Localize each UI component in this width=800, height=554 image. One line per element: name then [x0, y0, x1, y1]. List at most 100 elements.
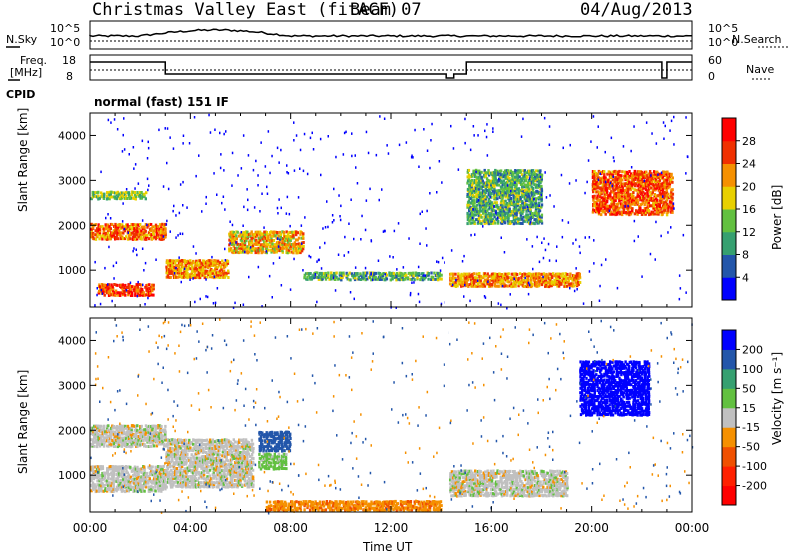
colorbar-tick-label: 4 [742, 271, 749, 284]
echo-cell [364, 278, 367, 282]
noise-cell [249, 246, 252, 249]
echo-cell [136, 226, 139, 230]
echo-cell [201, 263, 204, 267]
noise-cell [309, 136, 312, 140]
echo-cell [665, 206, 669, 210]
echo-cell [160, 425, 163, 428]
echo-cell [615, 202, 618, 206]
noise-cell [587, 159, 590, 162]
echo-cell [112, 481, 115, 485]
echo-cell [614, 172, 617, 176]
echo-cell [159, 229, 163, 233]
echo-cell [91, 193, 95, 197]
echo-cell [518, 272, 522, 276]
echo-cell [473, 191, 477, 194]
noise-cell [136, 294, 139, 298]
echo-cell [91, 231, 95, 235]
echo-cell [134, 229, 137, 233]
echo-cell [643, 186, 646, 190]
echo-cell [592, 198, 595, 202]
echo-cell [466, 276, 469, 280]
echo-cell [256, 240, 259, 244]
echo-cell [228, 232, 231, 236]
echo-cell [497, 211, 500, 215]
echo-cell [103, 283, 106, 287]
echo-cell [115, 477, 118, 481]
echo-cell [635, 172, 638, 176]
echo-cell [115, 440, 118, 444]
echo-cell [627, 209, 630, 213]
echo-cell [124, 191, 128, 194]
echo-cell [111, 293, 115, 297]
echo-cell [490, 201, 493, 205]
echo-cell [176, 275, 179, 279]
echo-cell [520, 276, 523, 280]
echo-cell [517, 191, 521, 195]
echo-cell [520, 280, 523, 284]
echo-cell [494, 205, 497, 209]
echo-cell [511, 179, 514, 183]
echo-cell [619, 178, 622, 181]
echo-cell [97, 223, 100, 227]
echo-cell [508, 179, 511, 183]
echo-cell [93, 424, 96, 428]
echo-cell [557, 274, 560, 278]
echo-cell [140, 434, 143, 438]
echo-cell [131, 480, 135, 483]
echo-cell [121, 465, 124, 468]
echo-cell [141, 195, 145, 199]
noise-cell [302, 169, 305, 173]
echo-cell [556, 281, 559, 285]
echo-cell [141, 287, 144, 291]
echo-cell [146, 289, 150, 293]
noise-cell [514, 181, 516, 184]
colorbar-tick-label: 20 [742, 180, 756, 193]
echo-cell [663, 204, 666, 208]
echo-cell [664, 200, 668, 204]
echo-cell [532, 191, 535, 195]
echo-cell [641, 192, 644, 196]
echo-cell [132, 473, 135, 477]
echo-cell [115, 465, 118, 469]
echo-cell [488, 206, 492, 209]
echo-cell [520, 278, 523, 282]
echo-cell [520, 200, 524, 203]
noise-cell [493, 205, 495, 208]
echo-cell [331, 276, 334, 280]
noise-cell [569, 143, 571, 147]
echo-cell [501, 207, 505, 211]
echo-cell [526, 207, 530, 211]
echo-cell [597, 209, 600, 212]
echo-cell [538, 276, 541, 280]
echo-cell [125, 235, 128, 239]
echo-cell [164, 229, 167, 233]
noise-cell [520, 135, 523, 138]
echo-cell [479, 213, 482, 217]
noise-cell [354, 266, 357, 269]
noise-cell [277, 245, 280, 248]
echo-cell [549, 276, 552, 280]
echo-cell [150, 293, 154, 297]
echo-cell [593, 185, 596, 188]
echo-cell [275, 241, 279, 245]
echo-cell [515, 215, 518, 219]
echo-cell [161, 233, 164, 237]
echo-cell [609, 172, 613, 176]
echo-cell [499, 193, 503, 197]
echo-cell [530, 199, 533, 203]
echo-cell [523, 275, 526, 278]
echo-cell [130, 231, 134, 235]
echo-cell [320, 275, 323, 279]
echo-cell [119, 479, 122, 482]
echo-cell [112, 477, 115, 481]
echo-cell [490, 274, 494, 278]
echo-cell [229, 232, 232, 236]
noise-cell [192, 277, 194, 280]
echo-cell [164, 227, 167, 231]
echo-cell [492, 276, 495, 280]
echo-cell [218, 276, 222, 279]
echo-cell [631, 196, 634, 200]
echo-cell [502, 187, 505, 191]
echo-cell [140, 428, 143, 432]
echo-cell [467, 199, 471, 203]
